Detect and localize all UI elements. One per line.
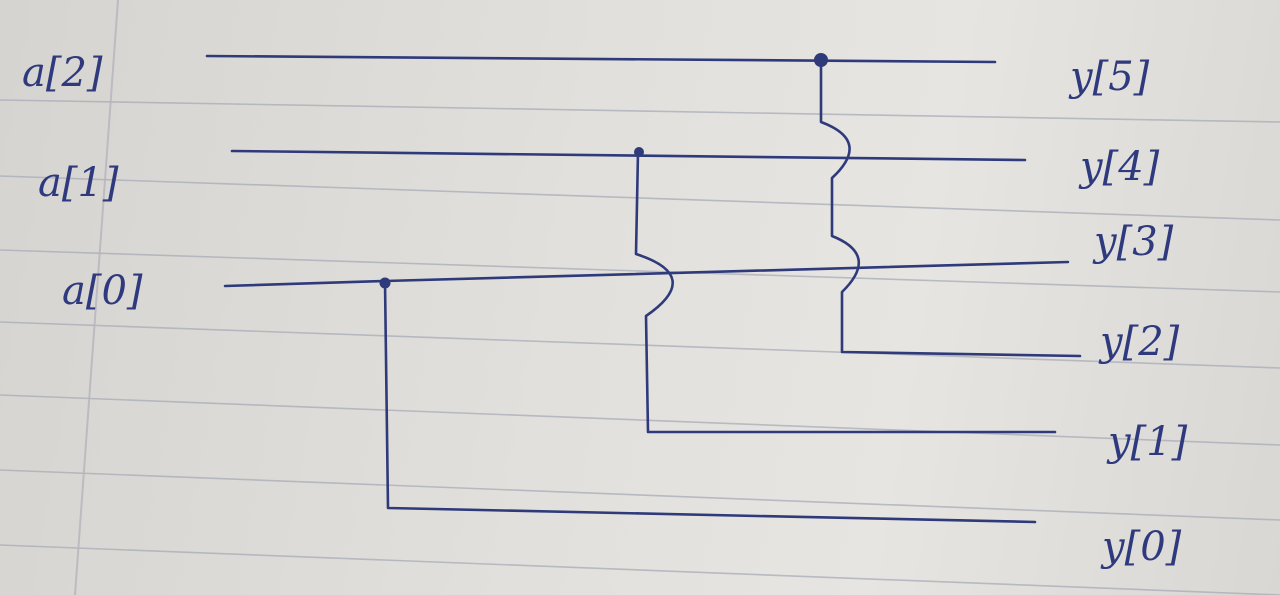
ruled-line bbox=[0, 544, 1280, 595]
label-a1: a[1] bbox=[38, 160, 119, 206]
junction-dot-a0 bbox=[379, 277, 391, 289]
wires bbox=[205, 54, 1082, 524]
wire-a0-to-y3 bbox=[223, 260, 1070, 288]
wire-a2-to-y5 bbox=[205, 54, 997, 64]
margin-line bbox=[74, 0, 119, 595]
wire-a1-to-y4 bbox=[230, 149, 1027, 162]
ruled-line bbox=[0, 175, 1280, 221]
output-labels: y[5] y[4] y[3] y[2] y[1] y[0] bbox=[1068, 54, 1188, 570]
ruled-line bbox=[0, 394, 1280, 446]
label-a0: a[0] bbox=[62, 268, 143, 314]
label-y2: y[2] bbox=[1098, 319, 1180, 365]
wire-a2-tap-y2 bbox=[819, 60, 1082, 358]
label-y4: y[4] bbox=[1078, 144, 1160, 190]
wire-a1-tap-y1 bbox=[634, 150, 1057, 434]
junction-dot-a2 bbox=[814, 53, 828, 67]
input-labels: a[2] a[1] a[0] bbox=[22, 50, 143, 314]
label-y3: y[3] bbox=[1092, 219, 1174, 265]
ruled-line bbox=[0, 99, 1280, 123]
ruled-line bbox=[0, 321, 1280, 369]
wire-a0-tap-y0 bbox=[383, 280, 1037, 524]
junctions bbox=[379, 53, 828, 289]
junction-dot-a1 bbox=[634, 147, 644, 157]
label-y1: y[1] bbox=[1106, 419, 1188, 465]
label-y5: y[5] bbox=[1068, 54, 1150, 100]
label-y0: y[0] bbox=[1100, 524, 1182, 570]
ruled-line bbox=[0, 469, 1280, 521]
label-a2: a[2] bbox=[22, 50, 103, 96]
ruled-line bbox=[0, 249, 1280, 293]
